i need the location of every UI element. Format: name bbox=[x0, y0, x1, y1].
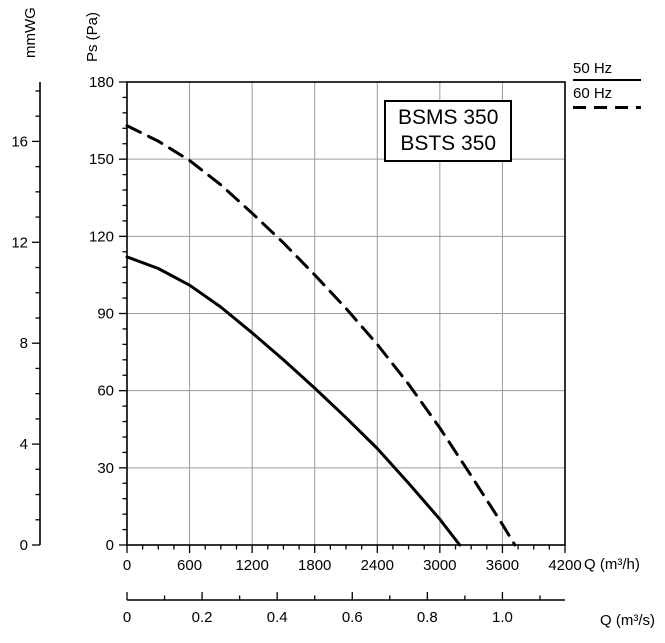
svg-text:30: 30 bbox=[97, 460, 114, 477]
svg-text:1200: 1200 bbox=[235, 557, 268, 574]
x-axis-qms-labels: 0 0.2 0.4 0.6 0.8 1.0 bbox=[123, 609, 513, 626]
svg-text:1.0: 1.0 bbox=[492, 609, 513, 626]
svg-text:180: 180 bbox=[89, 74, 114, 91]
svg-text:0: 0 bbox=[123, 557, 131, 574]
svg-text:4200: 4200 bbox=[548, 557, 581, 574]
svg-text:8: 8 bbox=[20, 335, 28, 352]
y-axis-ps bbox=[119, 81, 127, 546]
svg-text:0.4: 0.4 bbox=[267, 609, 288, 626]
legend: 50 Hz 60 Hz bbox=[573, 60, 641, 109]
svg-text:0.8: 0.8 bbox=[417, 609, 438, 626]
svg-text:600: 600 bbox=[177, 557, 202, 574]
x-axis-qmh bbox=[126, 545, 566, 553]
legend-item-50hz: 50 Hz bbox=[573, 60, 641, 81]
legend-label-60hz: 60 Hz bbox=[573, 85, 613, 102]
svg-text:120: 120 bbox=[89, 228, 114, 245]
svg-text:2400: 2400 bbox=[361, 557, 394, 574]
y-axis-ps-labels: 0 30 60 90 120 150 180 bbox=[89, 74, 114, 554]
y-axis-primary-label: Ps (Pa) bbox=[84, 11, 101, 62]
series-60hz-curve bbox=[125, 124, 517, 547]
y-axis-mmwg bbox=[32, 82, 41, 546]
model-name-bsms: BSMS 350 bbox=[398, 106, 499, 129]
svg-text:90: 90 bbox=[97, 306, 114, 323]
svg-text:0.2: 0.2 bbox=[192, 609, 213, 626]
legend-line-solid-icon bbox=[573, 79, 641, 81]
y-axis-secondary-label: mmWG bbox=[22, 7, 39, 58]
y-axis-mmwg-labels: 0 4 8 12 16 bbox=[11, 133, 28, 554]
svg-text:0.6: 0.6 bbox=[342, 609, 363, 626]
svg-text:0: 0 bbox=[123, 609, 131, 626]
svg-text:150: 150 bbox=[89, 151, 114, 168]
legend-label-50hz: 50 Hz bbox=[573, 60, 613, 77]
svg-text:0: 0 bbox=[20, 537, 28, 554]
svg-text:12: 12 bbox=[11, 234, 28, 251]
model-label-box: BSMS 350 BSTS 350 bbox=[384, 100, 513, 162]
model-name-bsts: BSTS 350 bbox=[400, 132, 497, 155]
svg-text:3000: 3000 bbox=[423, 557, 456, 574]
svg-text:0: 0 bbox=[106, 537, 114, 554]
svg-text:1800: 1800 bbox=[298, 557, 331, 574]
x-axis-primary-label: Q (m³/h) bbox=[584, 556, 640, 573]
legend-item-60hz: 60 Hz bbox=[573, 85, 641, 109]
x-axis-secondary-label: Q (m³/s) bbox=[600, 612, 655, 629]
x-axis-qmh-labels: 0 600 1200 1800 2400 3000 3600 4200 bbox=[123, 557, 582, 574]
legend-line-dashed-icon bbox=[573, 106, 641, 109]
svg-text:16: 16 bbox=[11, 133, 28, 150]
svg-text:60: 60 bbox=[97, 383, 114, 400]
svg-text:4: 4 bbox=[20, 436, 28, 453]
series-50hz-curve bbox=[125, 255, 462, 547]
svg-text:3600: 3600 bbox=[486, 557, 519, 574]
x-axis-qms bbox=[126, 592, 565, 601]
